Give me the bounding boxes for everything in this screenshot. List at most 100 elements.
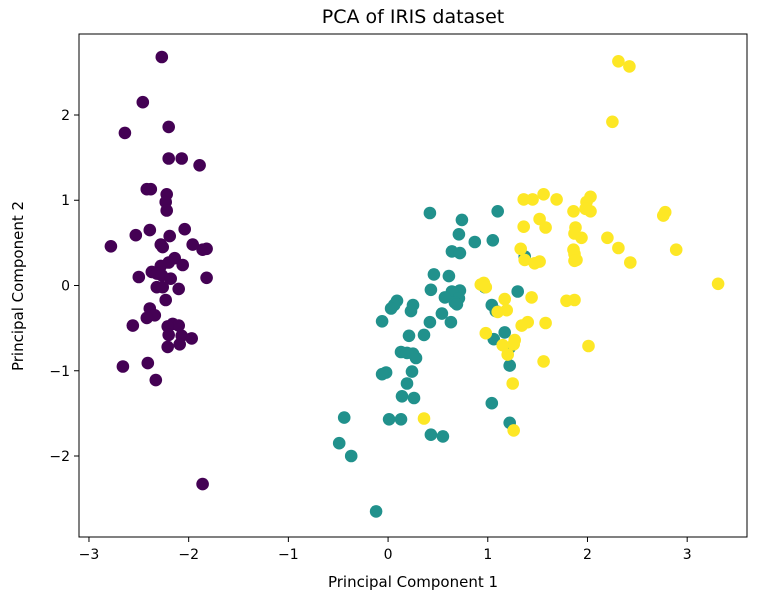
data-point-class-1 (455, 213, 469, 227)
data-point-class-0 (156, 240, 169, 254)
data-point-class-0 (185, 332, 198, 345)
data-point-class-2 (500, 303, 513, 317)
data-point-class-1 (423, 206, 437, 220)
data-point-class-2 (606, 115, 619, 129)
x-tick-label: −2 (178, 547, 199, 563)
data-point-class-1 (498, 326, 512, 339)
chart-title: PCA of IRIS dataset (322, 6, 504, 28)
data-point-class-2 (657, 209, 670, 222)
data-point-class-2 (568, 254, 581, 268)
data-point-class-1 (485, 396, 499, 410)
data-point-class-2 (612, 55, 625, 68)
data-point-class-2 (507, 338, 520, 351)
x-tick-label: −1 (278, 547, 299, 563)
data-point-class-2 (506, 377, 519, 390)
data-point-class-1 (423, 315, 437, 329)
data-point-class-0 (136, 95, 150, 109)
data-point-class-1 (450, 298, 464, 311)
data-point-class-0 (193, 159, 206, 172)
data-point-class-0 (176, 258, 189, 272)
data-point-class-1 (427, 268, 441, 281)
data-point-class-1 (409, 351, 423, 365)
data-point-class-0 (126, 319, 140, 332)
data-point-class-0 (164, 272, 177, 286)
data-point-class-2 (584, 190, 597, 204)
data-point-class-0 (200, 271, 213, 285)
data-point-class-2 (537, 188, 550, 201)
data-point-class-0 (186, 238, 199, 251)
data-point-class-0 (156, 280, 169, 294)
data-point-class-2 (539, 221, 552, 234)
data-point-class-0 (163, 229, 176, 243)
data-point-class-2 (517, 193, 530, 206)
data-point-class-2 (568, 293, 581, 307)
y-axis-label: Principal Component 2 (9, 201, 27, 371)
data-point-class-1 (424, 283, 438, 297)
data-point-class-0 (129, 228, 143, 242)
y-tick-label: −1 (49, 364, 70, 380)
data-point-class-1 (382, 413, 396, 426)
data-point-class-0 (200, 242, 213, 256)
data-point-class-2 (417, 412, 431, 425)
y-tick-label: 0 (61, 279, 70, 295)
data-point-class-0 (149, 373, 163, 387)
data-point-class-1 (337, 411, 351, 424)
data-point-class-2 (479, 326, 493, 340)
data-point-class-1 (407, 391, 421, 405)
data-point-class-1 (404, 304, 418, 318)
data-point-class-1 (375, 367, 389, 381)
data-point-class-1 (402, 329, 416, 343)
data-point-class-1 (400, 377, 414, 390)
data-point-class-0 (155, 50, 169, 64)
data-point-class-0 (160, 204, 173, 217)
data-point-class-0 (196, 477, 209, 491)
data-point-class-0 (141, 356, 155, 370)
data-point-class-0 (162, 328, 175, 342)
data-point-class-2 (582, 339, 595, 353)
y-tick-label: −2 (49, 449, 70, 465)
data-point-class-0 (175, 152, 188, 165)
data-point-class-2 (567, 205, 580, 218)
x-tick-label: 2 (583, 547, 592, 563)
data-point-class-1 (438, 291, 452, 304)
data-point-class-2 (507, 424, 520, 437)
y-tick-label: 2 (61, 108, 70, 124)
data-point-class-2 (669, 243, 683, 256)
data-point-class-0 (159, 293, 172, 307)
data-point-class-1 (375, 315, 389, 328)
data-point-class-2 (518, 253, 531, 267)
y-axis-ticks: −2 −1 0 1 2 (49, 108, 79, 465)
data-point-class-1 (394, 413, 408, 426)
data-point-class-1 (444, 315, 458, 329)
data-point-class-0 (173, 338, 186, 351)
data-point-class-0 (140, 311, 154, 325)
data-point-class-2 (601, 231, 614, 245)
data-point-class-2 (612, 241, 625, 255)
data-point-class-2 (496, 338, 510, 352)
x-tick-label: −3 (79, 547, 100, 563)
data-point-class-1 (503, 359, 516, 372)
data-point-class-0 (118, 126, 132, 140)
data-point-class-0 (161, 340, 174, 354)
x-axis-ticks: −3 −2 −1 0 1 2 3 (79, 537, 692, 563)
data-point-class-2 (624, 256, 637, 269)
data-point-class-1 (384, 302, 398, 315)
data-point-class-1 (424, 428, 438, 442)
data-point-class-2 (479, 280, 493, 294)
data-point-class-2 (711, 277, 725, 291)
data-point-class-2 (514, 242, 527, 256)
data-point-class-2 (584, 205, 597, 218)
data-point-class-2 (501, 348, 514, 361)
data-point-class-0 (132, 270, 146, 284)
data-point-class-2 (517, 220, 530, 233)
data-point-class-2 (515, 319, 528, 332)
data-point-class-2 (623, 60, 636, 73)
data-point-class-1 (405, 365, 419, 378)
data-point-class-0 (116, 360, 130, 373)
data-point-class-1 (435, 307, 449, 320)
data-point-class-1 (395, 390, 409, 403)
x-tick-label: 0 (384, 547, 393, 563)
data-point-class-1 (468, 235, 482, 249)
data-point-class-2 (539, 316, 552, 330)
